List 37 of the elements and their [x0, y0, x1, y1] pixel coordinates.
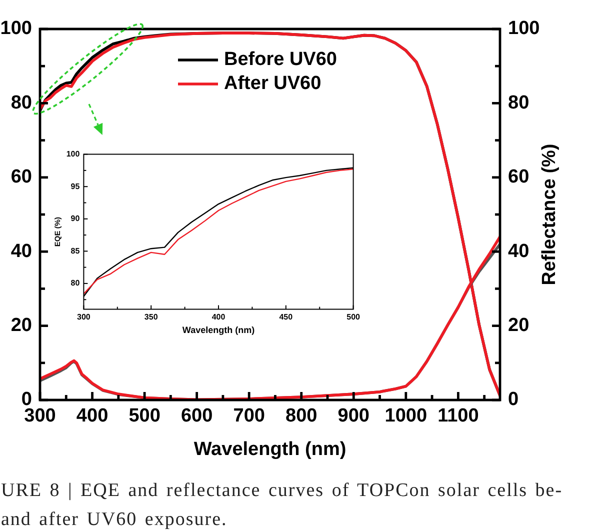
y-tick-label: 100: [0, 18, 32, 40]
y2-axis-title: Reflectance (%): [539, 144, 560, 286]
x-tick-label: 400: [76, 406, 108, 427]
x-tick-label: 500: [128, 406, 160, 427]
x-tick-label: 1000: [384, 406, 428, 427]
y-tick-label: 85: [70, 246, 80, 256]
y-tick-label: 60: [10, 166, 32, 188]
x-tick-label: 500: [346, 312, 361, 322]
x-axis-title: Wavelength (nm): [194, 439, 346, 460]
y-tick-label: 95: [70, 182, 80, 191]
text: and after UV60 exposure.: [1, 508, 228, 530]
x-tick-label: 700: [233, 406, 265, 427]
x-tick-label: 350: [144, 312, 158, 322]
y2-tick-label: 100: [508, 18, 540, 40]
y2-tick-label: 0: [508, 389, 519, 410]
legend-label: Before UV60: [224, 49, 337, 70]
x-tick-label: 400: [212, 312, 226, 322]
y-tick-label: 90: [70, 214, 80, 224]
y-tick-label: 40: [10, 240, 32, 262]
x-tick-label: 450: [279, 312, 294, 322]
y-tick-label: 100: [66, 150, 80, 159]
y-tick-label: 80: [70, 278, 80, 288]
y2-tick-label: 80: [508, 92, 530, 114]
text: URE 8 | EQE and reflectance curves of TOPCon solar cells be-: [1, 479, 563, 503]
legend-label: After UV60: [224, 73, 322, 94]
x-tick-label: 600: [180, 406, 213, 427]
x-axis-title: Wavelength (nm): [182, 324, 255, 335]
x-tick-label: 300: [77, 312, 91, 322]
x-tick-label: 1100: [438, 406, 479, 427]
y-tick-label: 80: [10, 92, 32, 114]
x-tick-label: 300: [24, 406, 56, 427]
x-tick-label: 900: [338, 406, 370, 427]
x-tick-label: 800: [286, 406, 318, 427]
y2-tick-label: 20: [508, 315, 530, 336]
y2-tick-label: 60: [508, 166, 530, 188]
y-tick-label: 20: [10, 315, 32, 336]
y2-tick-label: 40: [508, 240, 530, 262]
